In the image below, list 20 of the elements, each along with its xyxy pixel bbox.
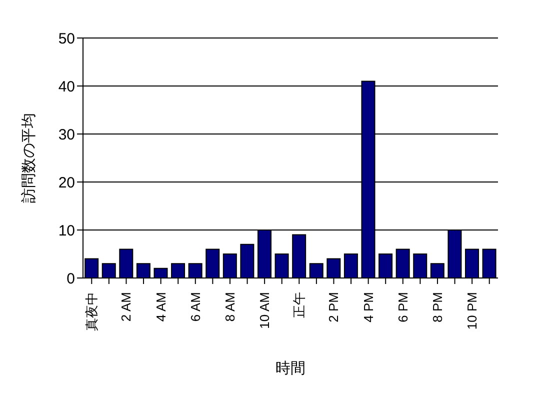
y-tick-label: 20	[58, 174, 75, 192]
x-tick-label: 正午	[292, 292, 307, 318]
x-tick-label: 2 AM	[118, 292, 134, 322]
y-axis-title: 訪問数の平均	[20, 113, 38, 203]
x-axis-title: 時間	[276, 360, 306, 377]
x-tick-label: 4 AM	[153, 292, 168, 322]
y-tick-label: 0	[66, 270, 75, 288]
x-tick-label: 8 AM	[222, 292, 238, 322]
y-tick-label: 30	[58, 126, 75, 144]
y-tick-label: 40	[58, 78, 75, 96]
x-tick-label: 4 PM	[360, 292, 376, 322]
x-tick-label: 6 PM	[395, 292, 410, 322]
x-tick-label: 2 PM	[326, 292, 342, 322]
x-tick-label: 真夜中	[84, 292, 100, 331]
y-tick-label: 10	[58, 222, 75, 240]
x-tick-label: 6 AM	[188, 292, 203, 322]
x-tick-label: 10 PM	[464, 292, 480, 330]
x-tick-label: 10 AM	[257, 292, 272, 329]
y-tick-label: 50	[58, 30, 75, 48]
x-tick-label: 8 PM	[430, 292, 445, 322]
